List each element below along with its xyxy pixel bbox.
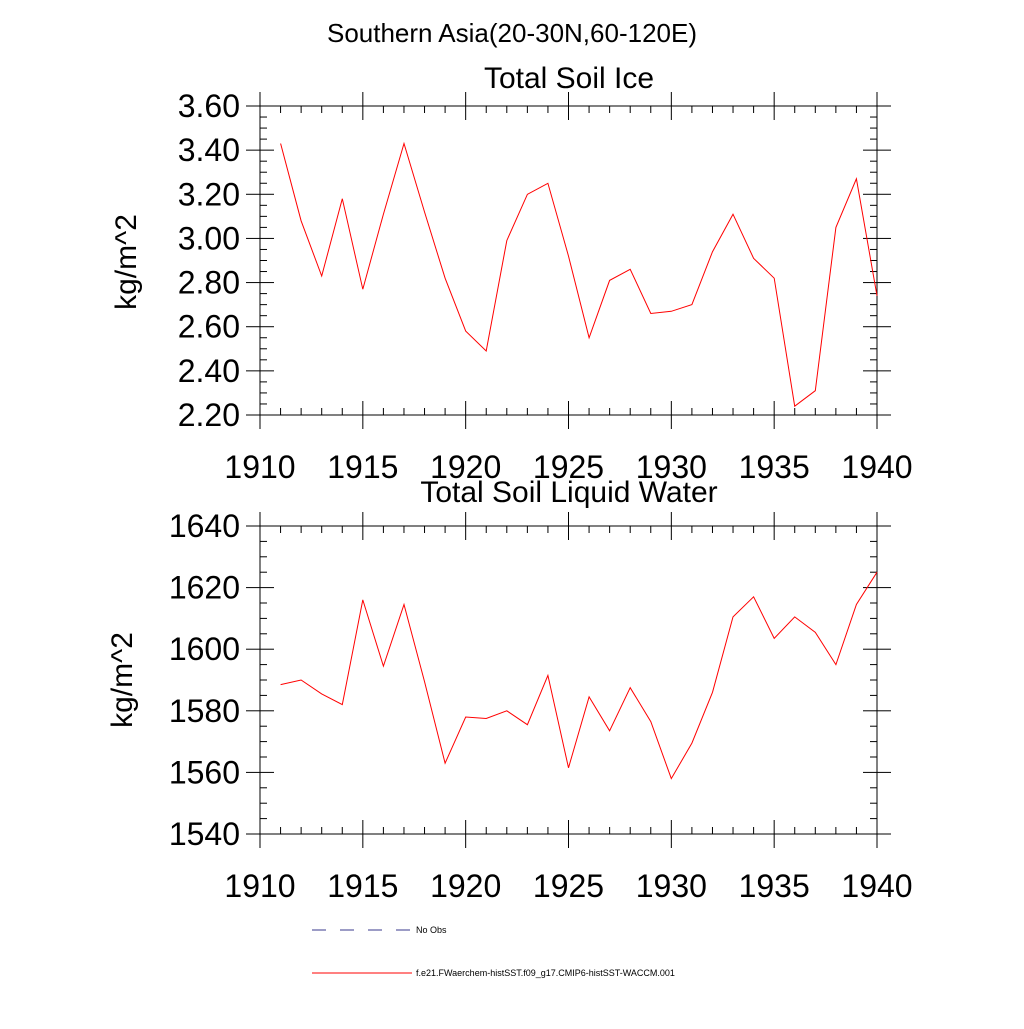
- x-tick-label: 1925: [533, 449, 604, 485]
- y-tick-label: 1600: [169, 631, 240, 667]
- y-tick-label: 3.00: [178, 220, 240, 256]
- panel-title: Total Soil Ice: [484, 62, 654, 95]
- y-tick-label: 2.40: [178, 353, 240, 389]
- y-axis-label: kg/m^2: [106, 632, 139, 728]
- y-tick-label: 1620: [169, 570, 240, 606]
- y-tick-label: 1580: [169, 693, 240, 729]
- panel-title: Total Soil Liquid Water: [420, 476, 717, 509]
- x-tick-label: 1920: [430, 868, 501, 904]
- x-tick-label: 1910: [224, 449, 295, 485]
- soil-ice-panel: Total Soil Ice kg/m^2 1910 1915 1920 1925 19…: [110, 62, 913, 485]
- legend-label-model: f.e21.FWaerchem-histSST.f09_g17.CMIP6-hi…: [416, 968, 675, 978]
- x-tick-label: 1930: [636, 868, 707, 904]
- legend-label-no-obs: No Obs: [416, 925, 447, 935]
- x-tick-label: 1940: [841, 868, 912, 904]
- y-tick-label: 3.20: [178, 176, 240, 212]
- y-tick-label: 1640: [169, 508, 240, 544]
- y-tick-label: 2.80: [178, 265, 240, 301]
- series-line: [280, 141, 878, 408]
- soil-liquid-water-panel: Total Soil Liquid Water kg/m^2 1910 1915 1…: [106, 476, 913, 904]
- series-line: [280, 571, 878, 780]
- x-tick-label: 1910: [224, 868, 295, 904]
- y-axis-label: kg/m^2: [110, 214, 143, 310]
- plot-frame: [259, 525, 878, 835]
- x-tick-label: 1935: [739, 868, 810, 904]
- x-tick-label: 1935: [739, 449, 810, 485]
- x-tick-label: 1920: [430, 449, 501, 485]
- x-tick-label: 1915: [327, 449, 398, 485]
- figure-title: Southern Asia(20-30N,60-120E): [327, 18, 697, 48]
- y-tick-label: 3.40: [178, 132, 240, 168]
- legend: No Obs f.e21.FWaerchem-histSST.f09_g17.C…: [312, 925, 675, 978]
- x-tick-label: 1915: [327, 868, 398, 904]
- y-tick-label: 2.20: [178, 397, 240, 433]
- y-tick-label: 2.60: [178, 309, 240, 345]
- y-tick-label: 3.60: [178, 88, 240, 124]
- x-tick-label: 1925: [533, 868, 604, 904]
- y-tick-label: 1540: [169, 816, 240, 852]
- plot-frame: [259, 105, 878, 416]
- x-tick-label: 1930: [636, 449, 707, 485]
- y-tick-label: 1560: [169, 754, 240, 790]
- x-tick-label: 1940: [841, 449, 912, 485]
